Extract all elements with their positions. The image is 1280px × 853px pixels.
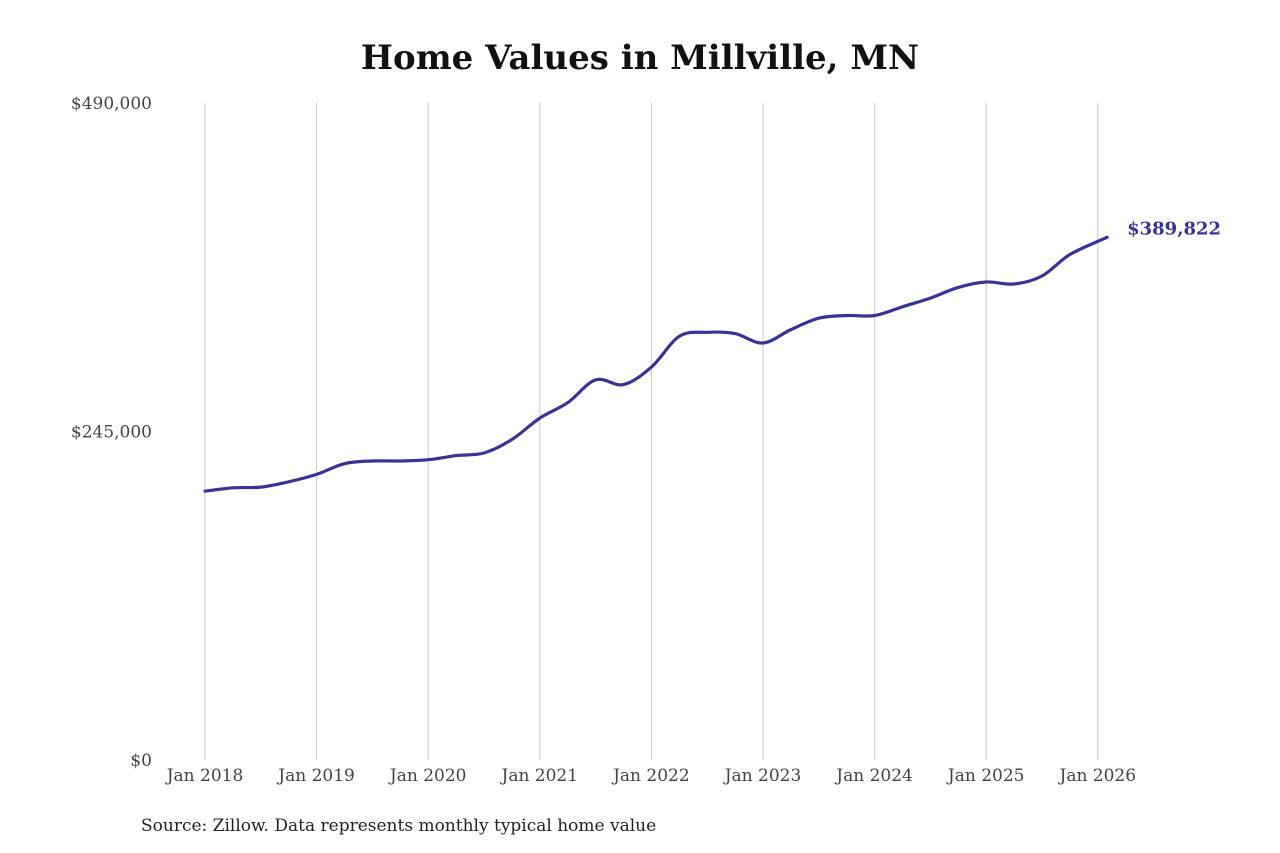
x-tick-label: Jan 2019 bbox=[276, 766, 355, 786]
data-point bbox=[956, 285, 960, 289]
series: $389,822 bbox=[203, 218, 1221, 493]
x-tick-label: Jan 2018 bbox=[165, 766, 244, 786]
data-point bbox=[984, 280, 988, 284]
data-point bbox=[928, 296, 932, 300]
data-point bbox=[733, 332, 737, 336]
data-point bbox=[761, 341, 765, 345]
data-point bbox=[817, 316, 821, 320]
x-tick-label: Jan 2021 bbox=[500, 766, 579, 786]
data-point bbox=[454, 454, 458, 458]
data-point bbox=[482, 451, 486, 455]
data-point bbox=[510, 438, 514, 442]
data-point bbox=[873, 314, 877, 318]
data-point bbox=[1105, 235, 1109, 239]
x-tick-label: Jan 2026 bbox=[1058, 766, 1137, 786]
data-point bbox=[287, 480, 291, 484]
y-tick-label: $245,000 bbox=[71, 423, 152, 443]
data-point bbox=[594, 378, 598, 382]
last-value-label: $389,822 bbox=[1127, 218, 1221, 239]
data-point bbox=[1068, 253, 1072, 257]
data-point bbox=[426, 458, 430, 462]
data-point bbox=[705, 330, 709, 334]
data-point bbox=[1040, 274, 1044, 278]
x-tick-label: Jan 2025 bbox=[946, 766, 1025, 786]
gridlines bbox=[204, 103, 1099, 760]
data-point bbox=[203, 489, 207, 493]
data-point bbox=[538, 416, 542, 420]
data-point bbox=[1012, 282, 1016, 286]
home-value-line bbox=[203, 235, 1109, 493]
data-point bbox=[677, 334, 681, 338]
data-point bbox=[259, 485, 263, 489]
data-point bbox=[845, 314, 849, 318]
x-tick-label: Jan 2023 bbox=[723, 766, 802, 786]
data-point bbox=[901, 305, 905, 309]
data-point bbox=[566, 401, 570, 405]
y-axis-ticks: $0 $245,000 $490,000 bbox=[71, 94, 152, 771]
chart-title: Home Values in Millville, MN bbox=[360, 38, 920, 78]
x-axis-ticks: Jan 2018 Jan 2019 Jan 2020 Jan 2021 Jan 2022… bbox=[165, 766, 1136, 786]
x-tick-label: Jan 2024 bbox=[834, 766, 913, 786]
data-point bbox=[231, 486, 235, 490]
source-note: Source: Zillow. Data represents monthly … bbox=[141, 816, 657, 836]
data-point bbox=[370, 459, 374, 463]
y-tick-label: $490,000 bbox=[71, 94, 152, 114]
x-tick-label: Jan 2020 bbox=[388, 766, 467, 786]
data-point bbox=[789, 328, 793, 332]
y-tick-label: $0 bbox=[130, 751, 152, 771]
data-point bbox=[622, 383, 626, 387]
data-point bbox=[343, 462, 347, 466]
data-point bbox=[649, 365, 653, 369]
data-point bbox=[315, 472, 319, 476]
x-tick-label: Jan 2022 bbox=[611, 766, 690, 786]
data-point bbox=[398, 459, 402, 463]
